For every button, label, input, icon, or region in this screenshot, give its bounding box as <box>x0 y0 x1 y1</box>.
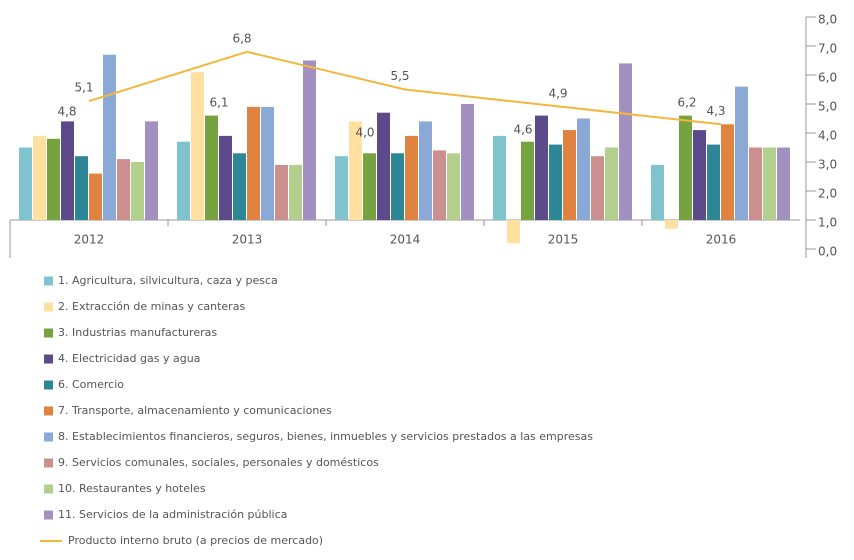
y-tick-label: 6,0 <box>818 71 837 85</box>
x-tick-label: 2015 <box>548 233 579 247</box>
data-label: 5,5 <box>390 69 409 83</box>
legend-label: 3. Industrias manufactureras <box>58 326 217 339</box>
bar <box>433 150 446 220</box>
bar <box>363 153 376 220</box>
annotation: 6,1 <box>209 96 228 110</box>
bar <box>117 159 130 220</box>
data-label: 4,3 <box>706 104 725 118</box>
bar <box>89 173 102 220</box>
bar <box>591 156 604 220</box>
legend-label: 7. Transporte, almacenamiento y comunica… <box>58 404 332 417</box>
y-tick-label: 5,0 <box>818 100 837 114</box>
bar <box>19 147 32 220</box>
bar <box>303 60 316 220</box>
bar <box>177 141 190 220</box>
bar <box>405 135 418 220</box>
bar <box>749 147 762 220</box>
y-tick-label: 1,0 <box>818 216 837 230</box>
bar <box>521 141 534 220</box>
bar <box>261 106 274 220</box>
bar <box>665 220 678 229</box>
legend-swatch <box>44 406 53 416</box>
legend-label: 2. Extracción de minas y canteras <box>58 300 245 313</box>
data-label: 4,9 <box>548 86 567 100</box>
bar <box>493 135 506 220</box>
bar <box>377 112 390 220</box>
y-tick-label: 4,0 <box>818 129 837 143</box>
legend-label: 1. Agricultura, silvicultura, caza y pes… <box>58 274 278 287</box>
bar <box>447 153 460 220</box>
legend-swatch <box>44 432 53 442</box>
bar <box>219 135 232 220</box>
bar <box>75 156 88 220</box>
bar <box>619 63 632 221</box>
bar <box>233 153 246 220</box>
bar <box>507 220 520 244</box>
bar <box>191 72 204 220</box>
legend-label: 9. Servicios comunales, sociales, person… <box>58 456 379 469</box>
legend-label: Producto interno bruto (a precios de mer… <box>68 534 323 547</box>
annotation: 4,0 <box>355 126 374 140</box>
legend-label: 11. Servicios de la administración públi… <box>58 508 287 521</box>
line <box>88 50 722 126</box>
bar <box>335 156 348 220</box>
y-tick-label: 8,0 <box>818 13 837 27</box>
legend-swatch <box>44 302 53 312</box>
legend-label: 4. Electricidad gas y agua <box>58 352 200 365</box>
y-tick-label: 0,0 <box>818 245 837 259</box>
bar <box>651 164 664 220</box>
data-label: 6,8 <box>232 31 251 45</box>
bar <box>33 135 46 220</box>
x-tick-label: 2016 <box>706 233 737 247</box>
legend-label: 8. Establecimientos financieros, seguros… <box>58 430 593 443</box>
y-tick-label: 2,0 <box>818 187 837 201</box>
bar <box>349 121 362 220</box>
legend-swatch <box>44 510 53 520</box>
bar <box>735 86 748 220</box>
bar <box>563 130 576 220</box>
legend-label: 10. Restaurantes y hoteles <box>58 482 206 495</box>
x-tick-label: 2013 <box>232 233 263 247</box>
y-tick-label: 3,0 <box>818 158 837 172</box>
annotation: 4,8 <box>57 105 76 119</box>
bar <box>777 147 790 220</box>
bar <box>103 54 116 221</box>
legend-label: 6. Comercio <box>58 378 124 391</box>
bar <box>131 162 144 220</box>
bar <box>247 106 260 220</box>
annotation: 6,2 <box>677 96 696 110</box>
data-label: 5,1 <box>74 81 93 95</box>
legend-swatch <box>44 458 53 468</box>
bar <box>679 115 692 220</box>
bar <box>549 144 562 220</box>
x-tick-label: 2014 <box>390 233 421 247</box>
legend-swatch <box>44 380 53 390</box>
bar <box>721 124 734 220</box>
bar <box>535 115 548 220</box>
bar <box>205 115 218 220</box>
legend-swatch <box>44 484 53 494</box>
bar <box>763 147 776 220</box>
bar <box>693 130 706 220</box>
bar <box>275 164 288 220</box>
bar <box>47 138 60 220</box>
bar <box>577 118 590 220</box>
bar <box>391 153 404 220</box>
legend-swatch <box>44 276 53 286</box>
x-tick-label: 2012 <box>74 233 105 247</box>
bar <box>419 121 432 220</box>
bar <box>707 144 720 220</box>
bar <box>289 164 302 220</box>
legend-swatch <box>44 328 53 338</box>
annotation: 4,6 <box>513 123 532 137</box>
bar <box>145 121 158 220</box>
bar <box>461 104 474 220</box>
legend-swatch <box>44 354 53 364</box>
bar <box>605 147 618 220</box>
bar <box>61 121 74 220</box>
y-tick-label: 7,0 <box>818 42 837 56</box>
